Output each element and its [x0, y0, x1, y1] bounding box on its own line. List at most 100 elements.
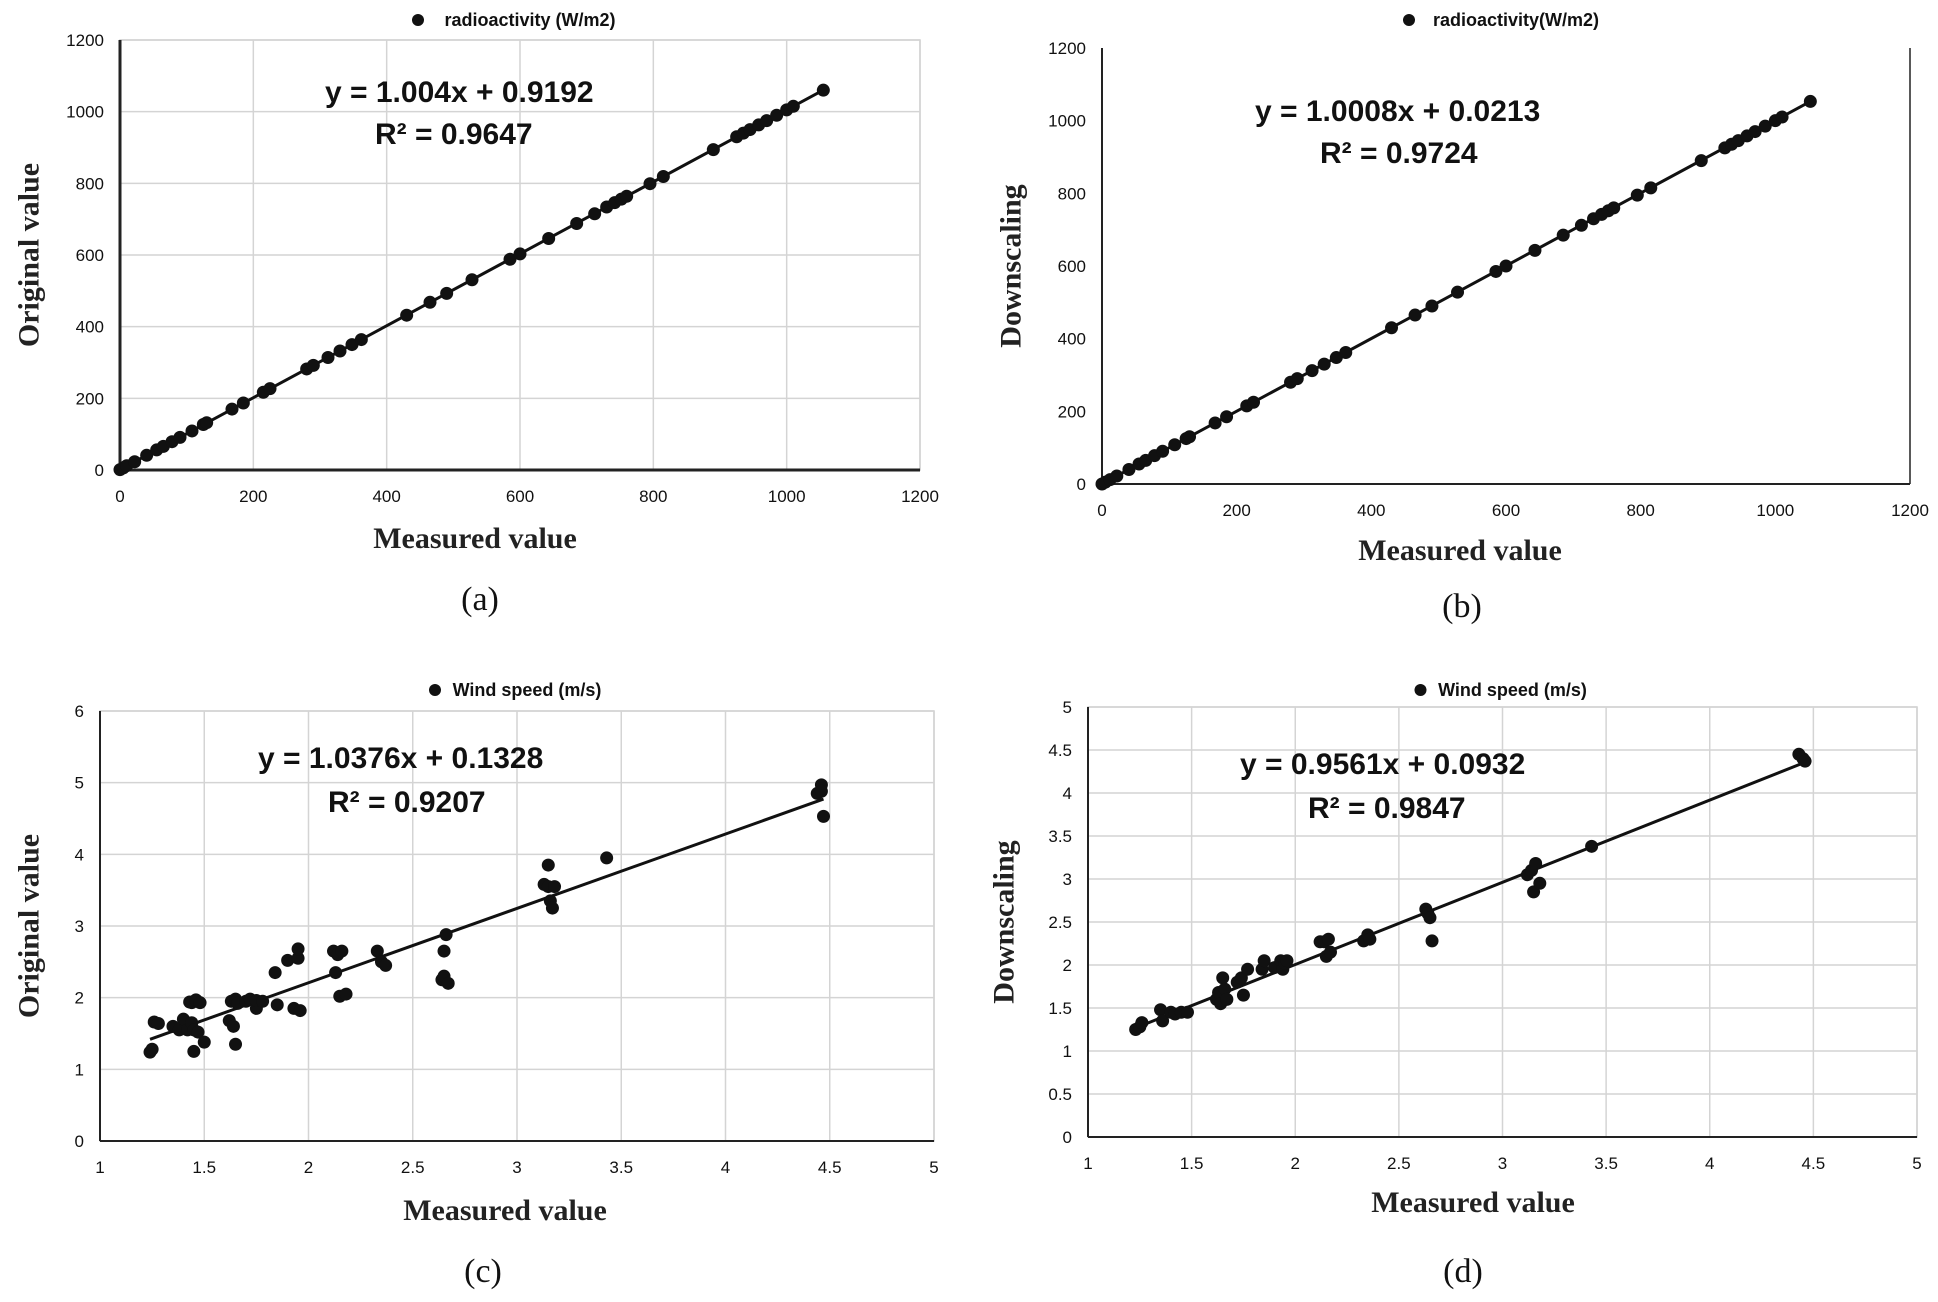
data-point — [140, 448, 154, 462]
y-tick-label: 0 — [1077, 475, 1086, 494]
data-point — [333, 344, 347, 358]
x-tick-label: 800 — [639, 487, 667, 506]
y-tick-label: 1 — [75, 1060, 84, 1079]
x-tick-label: 2.5 — [1387, 1154, 1411, 1173]
data-point — [1216, 971, 1230, 985]
x-tick-label: 0 — [1097, 501, 1106, 520]
x-tick-label: 5 — [1912, 1154, 1921, 1173]
legend: Wind speed (m/s) — [1414, 680, 1587, 700]
data-point — [1499, 259, 1513, 273]
data-point — [197, 1035, 211, 1049]
data-point — [816, 809, 830, 823]
y-tick-label: 200 — [76, 389, 104, 408]
data-point — [441, 976, 455, 990]
data-point — [656, 170, 670, 184]
data-point — [1321, 932, 1335, 946]
chart-panel-d: 1 1.5 2 2.5 3 3.5 4 4.5 5 0 0.5 1 1.5 2 2.5 3 3.5 4 4.5 5 Wi… — [988, 680, 1922, 1290]
data-point — [437, 944, 451, 958]
y-tick-label: 800 — [1058, 184, 1086, 203]
y-tick-label: 4.5 — [1048, 741, 1072, 760]
x-tick-label: 600 — [1492, 501, 1520, 520]
legend: radioactivity(W/m2) — [1403, 10, 1599, 30]
data-point — [1574, 218, 1588, 232]
data-point — [423, 295, 437, 309]
y-tick-label: 2 — [1063, 956, 1072, 975]
x-tick-label: 1 — [95, 1158, 104, 1177]
data-point — [1241, 962, 1255, 976]
data-point — [440, 286, 454, 300]
data-point — [1290, 372, 1304, 386]
x-tick-label: 4.5 — [1802, 1154, 1826, 1173]
data-point — [1317, 357, 1331, 371]
x-tick-label: 0 — [115, 487, 124, 506]
y-tick-label: 6 — [75, 702, 84, 721]
data-point — [1122, 462, 1136, 476]
data-point — [321, 350, 335, 364]
data-point — [236, 396, 250, 410]
y-axis-title: Downscaling — [995, 184, 1028, 347]
chart-panel-a: 0 200 400 600 800 1000 1200 0 200 400 600 800 1000 12… — [13, 10, 939, 618]
data-point — [226, 1019, 240, 1033]
data-point — [465, 273, 479, 287]
data-point — [281, 953, 295, 967]
data-point — [1423, 911, 1437, 925]
y-tick-label: 4 — [1063, 784, 1072, 803]
data-point — [1156, 444, 1170, 458]
data-point — [1528, 243, 1542, 257]
data-point — [1385, 321, 1399, 335]
data-point — [1208, 416, 1222, 430]
data-point — [1607, 201, 1621, 215]
data-point — [191, 1025, 205, 1039]
y-tick-label: 1200 — [1048, 39, 1086, 58]
x-tick-label: 1000 — [1756, 501, 1794, 520]
data-point — [786, 99, 800, 113]
data-point — [1154, 1003, 1168, 1017]
data-point — [570, 216, 584, 230]
data-point — [335, 944, 349, 958]
data-point — [291, 942, 305, 956]
data-point — [225, 402, 239, 416]
data-point — [1183, 430, 1197, 444]
data-point — [513, 247, 527, 261]
y-tick-label: 0.5 — [1048, 1085, 1072, 1104]
data-point — [1220, 992, 1234, 1006]
data-point — [1168, 438, 1182, 452]
x-tick-label: 2 — [304, 1158, 313, 1177]
y-tick-label: 3 — [1063, 870, 1072, 889]
r-squared-label: R² = 0.9847 — [1308, 792, 1466, 825]
data-point — [1247, 395, 1260, 409]
data-point — [706, 143, 720, 157]
data-point — [145, 1042, 159, 1056]
legend-label: radioactivity(W/m2) — [1433, 10, 1599, 30]
data-point — [1257, 954, 1271, 968]
y-tick-label: 3 — [75, 917, 84, 936]
data-point — [185, 424, 199, 438]
data-point — [229, 1037, 243, 1051]
x-tick-label: 3.5 — [1594, 1154, 1618, 1173]
x-tick-label: 1.5 — [1180, 1154, 1204, 1173]
x-axis-title: Measured value — [1371, 1186, 1575, 1219]
equation-label: y = 1.0008x + 0.0213 — [1255, 95, 1540, 128]
panel-caption: (c) — [464, 1253, 502, 1290]
data-point — [1110, 469, 1124, 483]
data-point — [1339, 345, 1353, 359]
data-point — [439, 928, 453, 942]
x-tick-label: 1000 — [768, 487, 806, 506]
data-point — [545, 901, 559, 915]
data-point — [268, 966, 282, 980]
data-point — [1156, 1014, 1170, 1028]
data-point — [291, 951, 305, 965]
chart-panel-b: 0 200 400 600 800 1000 1200 0 200 400 600 800 1000 12… — [995, 10, 1929, 625]
x-tick-label: 2 — [1291, 1154, 1300, 1173]
y-tick-label: 1 — [1063, 1042, 1072, 1061]
equation-label: y = 1.0376x + 0.1328 — [258, 742, 543, 775]
data-point — [1489, 264, 1503, 278]
y-axis-title: Downscaling — [988, 840, 1021, 1003]
data-point — [354, 333, 368, 347]
data-point — [293, 1004, 307, 1018]
x-tick-label: 1 — [1083, 1154, 1092, 1173]
data-point — [1556, 228, 1570, 242]
x-tick-label: 1.5 — [192, 1158, 216, 1177]
data-point — [1644, 181, 1658, 195]
